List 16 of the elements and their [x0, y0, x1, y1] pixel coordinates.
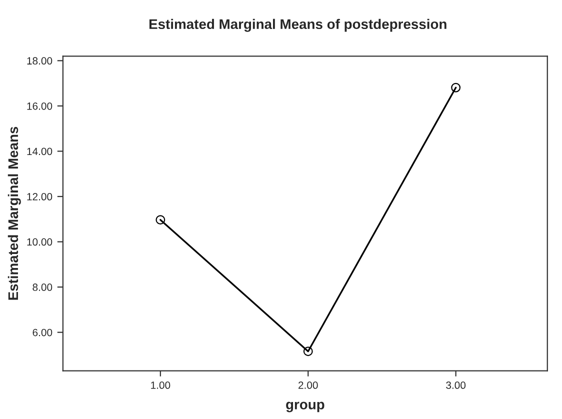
- point: [303, 346, 313, 356]
- y-tick-label: 10.00: [27, 238, 52, 246]
- y-tick-label: 18.00: [27, 57, 52, 65]
- x-tick-label: 2.00: [298, 382, 318, 389]
- y-tick-label: 16.00: [27, 102, 52, 110]
- y-tick-label: 6.00: [32, 328, 52, 336]
- y-tick-label: 8.00: [32, 284, 52, 291]
- y-tick-label: 14.00: [27, 148, 52, 156]
- y-axis-title: Estimated Marginal Means: [8, 126, 21, 300]
- x-tick-label: 1.00: [151, 382, 170, 389]
- point: [156, 215, 166, 225]
- y-tick-label: 12.00: [27, 193, 52, 200]
- x-tick-label: 3.00: [446, 382, 466, 389]
- point: [451, 82, 461, 92]
- chart-title: Estimated Marginal Means of postdepression: [149, 18, 446, 32]
- x-axis-title: group: [286, 402, 324, 412]
